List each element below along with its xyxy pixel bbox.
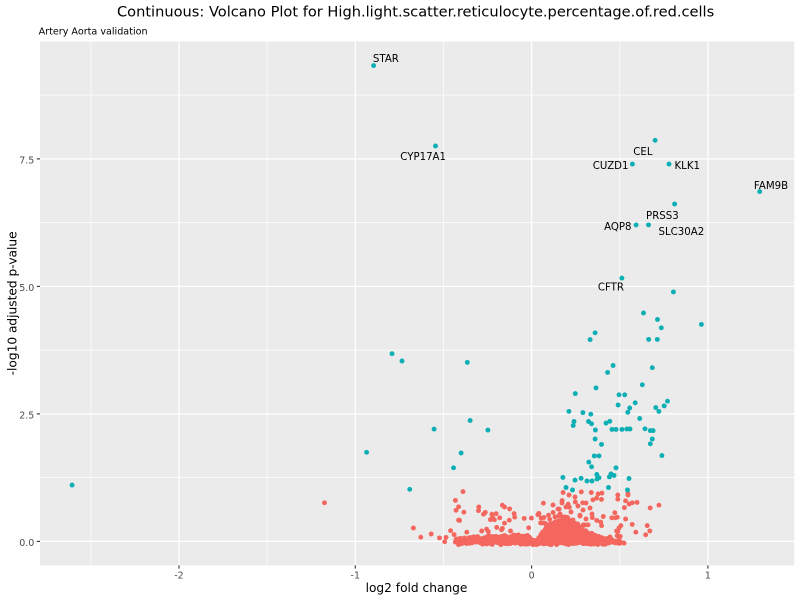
svg-text:SLC30A2: SLC30A2 [659, 227, 705, 238]
svg-text:0: 0 [529, 570, 535, 581]
svg-text:5.0: 5.0 [19, 283, 34, 294]
svg-text:1: 1 [705, 570, 711, 581]
svg-text:PRSS3: PRSS3 [646, 211, 679, 222]
svg-text:2.5: 2.5 [19, 410, 34, 421]
svg-text:-log10 adjusted p-value: -log10 adjusted p-value [5, 231, 19, 375]
svg-text:log2 fold change: log2 fold change [366, 581, 468, 595]
svg-text:-1: -1 [351, 570, 360, 581]
svg-text:7.5: 7.5 [19, 155, 34, 166]
svg-text:Artery Aorta validation: Artery Aorta validation [39, 27, 148, 38]
svg-text:AQP8: AQP8 [604, 222, 631, 233]
svg-text:CUZD1: CUZD1 [593, 161, 629, 172]
svg-text:STAR: STAR [373, 54, 399, 65]
svg-text:CYP17A1: CYP17A1 [400, 152, 446, 163]
svg-text:CFTR: CFTR [598, 282, 624, 293]
svg-text:FAM9B: FAM9B [754, 181, 788, 192]
svg-text:Continuous: Volcano Plot for H: Continuous: Volcano Plot for High.light.… [117, 4, 714, 21]
svg-text:0.0: 0.0 [19, 538, 34, 549]
svg-text:-2: -2 [174, 570, 183, 581]
svg-text:CEL: CEL [633, 147, 653, 158]
svg-text:KLK1: KLK1 [675, 161, 701, 172]
